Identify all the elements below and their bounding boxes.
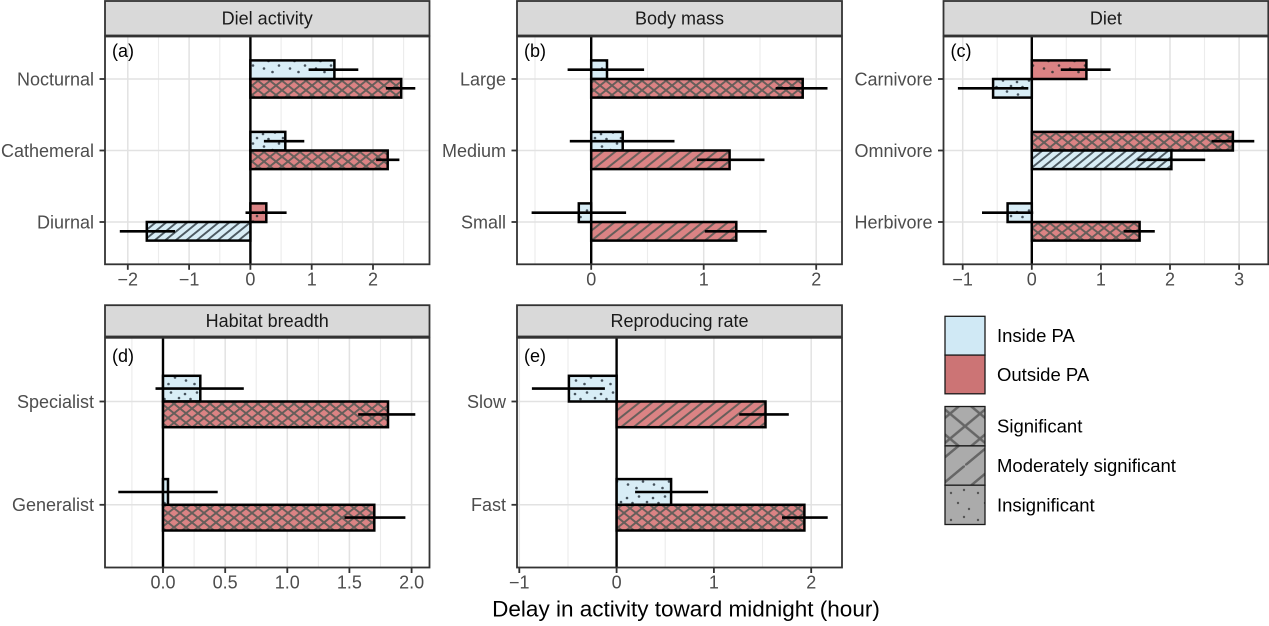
svg-text:0: 0 — [245, 270, 255, 290]
svg-text:1: 1 — [1096, 270, 1106, 290]
svg-text:(e): (e) — [524, 346, 546, 366]
svg-text:−1: −1 — [179, 270, 200, 290]
svg-text:Body mass: Body mass — [635, 8, 724, 28]
svg-text:(a): (a) — [112, 41, 134, 61]
svg-text:1: 1 — [709, 573, 719, 593]
svg-text:0: 0 — [586, 270, 596, 290]
svg-text:0: 0 — [1027, 270, 1037, 290]
svg-text:2: 2 — [811, 270, 821, 290]
svg-text:−2: −2 — [118, 270, 139, 290]
svg-text:Specialist: Specialist — [17, 392, 94, 412]
svg-text:Cathemeral: Cathemeral — [1, 141, 94, 161]
svg-text:Generalist: Generalist — [12, 495, 94, 515]
svg-text:(d): (d) — [112, 346, 134, 366]
svg-text:(c): (c) — [951, 41, 972, 61]
svg-text:3: 3 — [1234, 270, 1244, 290]
svg-text:1: 1 — [307, 270, 317, 290]
svg-text:Delay in activity toward midni: Delay in activity toward midnight (hour) — [492, 597, 880, 622]
svg-text:0: 0 — [612, 573, 622, 593]
svg-text:Habitat breadth: Habitat breadth — [206, 311, 329, 331]
svg-text:Diurnal: Diurnal — [37, 212, 94, 232]
svg-text:1.5: 1.5 — [337, 573, 362, 593]
svg-text:Reproducing rate: Reproducing rate — [610, 311, 748, 331]
svg-text:0.0: 0.0 — [150, 573, 175, 593]
svg-text:Outside PA: Outside PA — [997, 364, 1090, 385]
svg-text:2: 2 — [806, 573, 816, 593]
svg-text:2: 2 — [368, 270, 378, 290]
svg-text:Fast: Fast — [471, 495, 506, 515]
svg-text:1.0: 1.0 — [275, 573, 300, 593]
svg-text:1: 1 — [699, 270, 709, 290]
svg-text:Slow: Slow — [467, 392, 507, 412]
svg-text:Large: Large — [460, 69, 506, 89]
svg-text:Diet: Diet — [1090, 8, 1122, 28]
svg-text:Small: Small — [461, 212, 506, 232]
svg-text:2.0: 2.0 — [399, 573, 424, 593]
svg-text:Insignificant: Insignificant — [997, 494, 1095, 515]
svg-text:−1: −1 — [509, 573, 530, 593]
svg-text:2: 2 — [1165, 270, 1175, 290]
svg-text:Herbivore: Herbivore — [854, 212, 932, 232]
svg-text:0.5: 0.5 — [213, 573, 238, 593]
svg-text:Moderately significant: Moderately significant — [997, 455, 1176, 476]
svg-text:Medium: Medium — [442, 141, 506, 161]
svg-text:Diel activity: Diel activity — [222, 8, 313, 28]
svg-text:Nocturnal: Nocturnal — [17, 69, 94, 89]
svg-text:Inside PA: Inside PA — [997, 325, 1075, 346]
svg-text:−1: −1 — [952, 270, 973, 290]
svg-text:Omnivore: Omnivore — [854, 141, 932, 161]
svg-text:(b): (b) — [524, 41, 546, 61]
svg-text:Carnivore: Carnivore — [854, 69, 932, 89]
svg-text:Significant: Significant — [997, 416, 1082, 437]
